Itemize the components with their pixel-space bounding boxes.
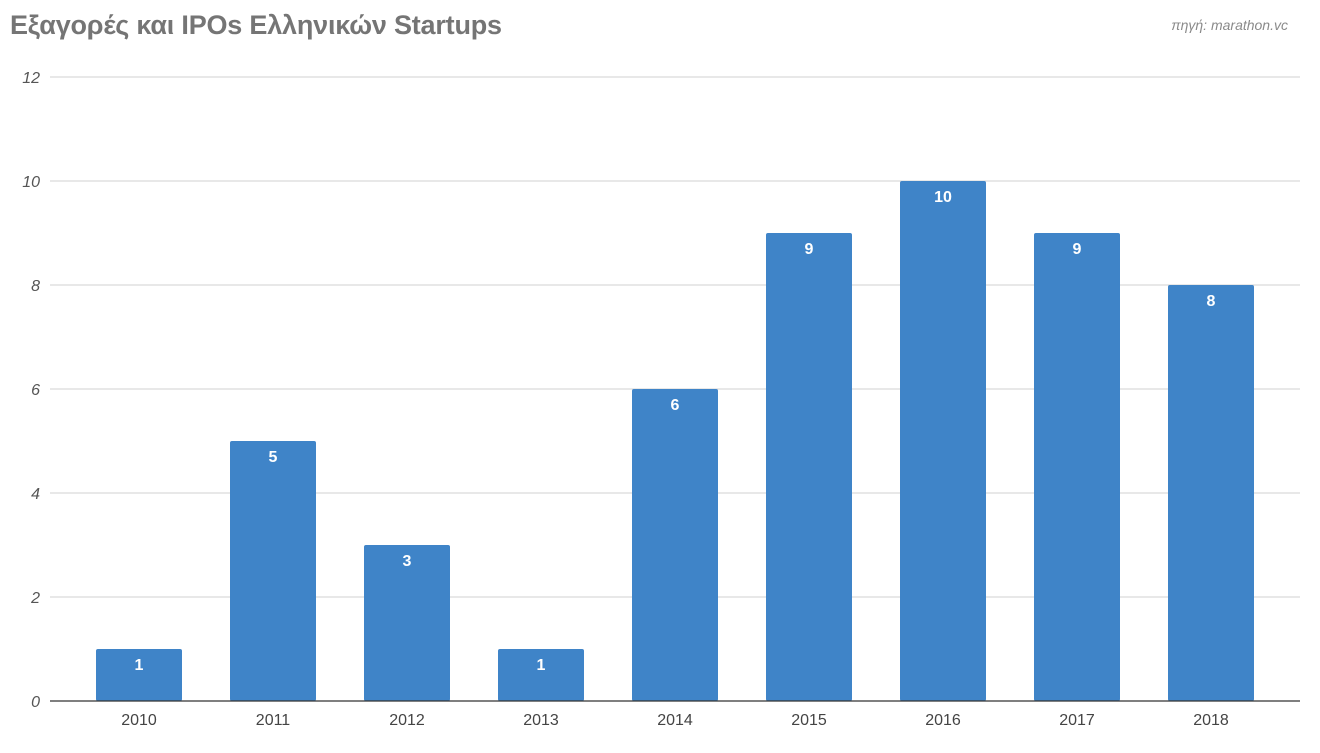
- y-tick-label: 4: [31, 486, 40, 503]
- bars: 1 5 3 1 6 9 10 9 8: [96, 181, 1254, 701]
- data-label-2011: 5: [269, 449, 278, 466]
- data-label-2017: 9: [1073, 241, 1082, 258]
- bar-2015: [766, 233, 852, 701]
- data-label-2014: 6: [671, 397, 680, 414]
- bar-2018: [1168, 285, 1254, 701]
- x-axis-ticks: 2010 2011 2012 2013 2014 2015 2016 2017 2018: [121, 712, 1229, 729]
- y-tick-label: 2: [30, 590, 40, 607]
- data-label-2015: 9: [805, 241, 814, 258]
- data-label-2016: 10: [934, 189, 952, 206]
- data-label-2013: 1: [537, 657, 546, 674]
- bar-2017: [1034, 233, 1120, 701]
- y-axis-ticks: 0 2 4 6 8 10 12: [22, 70, 40, 711]
- x-tick-label: 2011: [256, 712, 291, 729]
- x-tick-label: 2012: [389, 712, 425, 729]
- data-label-2018: 8: [1207, 293, 1216, 310]
- x-tick-label: 2015: [791, 712, 827, 729]
- source-note: πηγή: marathon.vc: [1171, 17, 1288, 33]
- x-tick-label: 2010: [121, 712, 157, 729]
- y-tick-label: 10: [22, 174, 40, 191]
- data-label-2010: 1: [135, 657, 144, 674]
- x-tick-label: 2016: [925, 712, 961, 729]
- bar-2012: [364, 545, 450, 701]
- x-tick-label: 2014: [657, 712, 693, 729]
- x-tick-label: 2017: [1059, 712, 1095, 729]
- x-tick-label: 2013: [523, 712, 559, 729]
- data-label-2012: 3: [403, 553, 412, 570]
- bar-2013: [498, 649, 584, 701]
- y-tick-label: 6: [31, 382, 40, 399]
- y-tick-label: 12: [22, 70, 40, 87]
- bar-2011: [230, 441, 316, 701]
- chart-title: Εξαγορές και IPOs Ελληνικών Startups: [10, 10, 502, 40]
- y-tick-label: 8: [31, 278, 40, 295]
- bar-2014: [632, 389, 718, 701]
- bar-2016: [900, 181, 986, 701]
- y-tick-label: 0: [31, 694, 40, 711]
- x-tick-label: 2018: [1193, 712, 1229, 729]
- bar-2010: [96, 649, 182, 701]
